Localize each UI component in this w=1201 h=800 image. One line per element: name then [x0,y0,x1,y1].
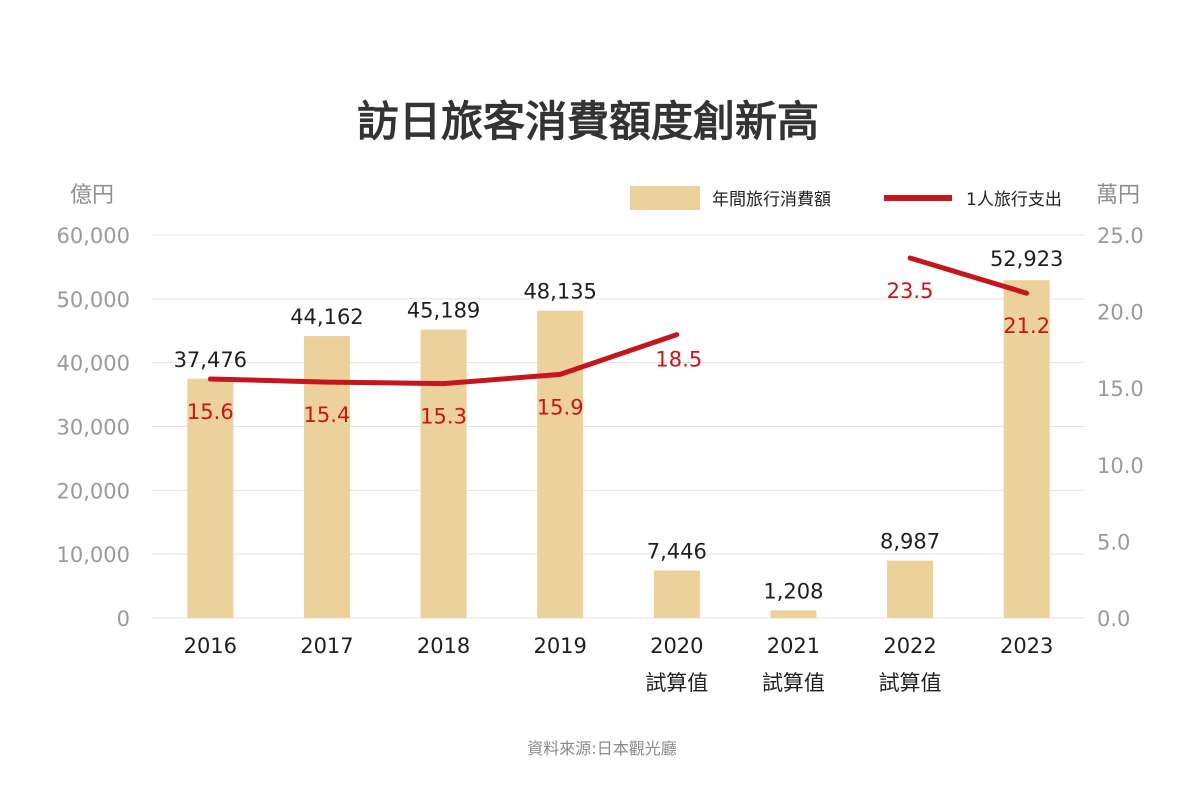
line-value-label: 15.9 [537,395,584,419]
left-tick-label: 10,000 [57,543,130,567]
line-value-label: 21.2 [1003,314,1050,338]
bar-series: 37,476 44,162 45,189 48,135 7,446 1,208 8,987 5… [174,247,1063,618]
gridlines [152,234,1085,619]
line-value-label: 18.5 [655,348,702,372]
x-tick-sublabel: 試算值 [645,671,708,695]
left-tick-label: 60,000 [57,224,130,248]
bar-value-label: 44,162 [290,305,363,329]
bar-value-label: 52,923 [990,247,1063,271]
series-line [207,332,680,387]
right-tick-label: 10.0 [1097,454,1144,478]
bar [420,329,467,618]
left-tick-label: 30,000 [57,416,130,440]
chart-title: 訪日旅客消費額度創新高 [357,97,819,146]
right-tick-label: 20.0 [1097,301,1144,325]
x-tick-label: 2021 [767,634,820,658]
legend-line-label: 1人旅行支出 [966,190,1062,210]
right-axis-unit: 萬円 [1096,183,1140,208]
bar-value-label: 1,208 [763,579,823,603]
line-series: 15.6 15.4 15.3 15.9 18.5 23.5 21.2 [187,255,1050,429]
left-axis-ticks: 0 10,000 20,000 30,000 40,000 50,000 60,000 [57,224,130,631]
bar-value-label: 7,446 [647,539,707,563]
x-tick-label: 2022 [883,634,936,658]
legend-bar-label: 年間旅行消費額 [712,190,831,210]
x-tick-label: 2017 [300,634,353,658]
bar [187,378,234,618]
x-tick-label: 2020 [650,634,703,658]
line-value-label: 23.5 [887,279,934,303]
x-tick-label: 2019 [533,634,586,658]
right-tick-label: 25.0 [1097,224,1144,248]
right-tick-label: 0.0 [1097,607,1130,631]
bar-value-label: 48,135 [523,280,596,304]
source-note: 資料來源:日本觀光廳 [527,739,676,758]
x-tick-sublabel: 試算值 [879,671,942,695]
bar [887,560,934,618]
bar-value-label: 37,476 [174,348,247,372]
right-axis-ticks: 0.0 5.0 10.0 15.0 20.0 25.0 [1097,224,1144,631]
left-tick-label: 40,000 [57,352,130,376]
left-axis-unit: 億円 [70,183,114,208]
x-tick-label: 2018 [417,634,470,658]
left-tick-label: 20,000 [57,479,130,503]
line-value-label: 15.6 [187,400,234,424]
bar [1003,280,1050,618]
x-tick-label: 2016 [184,634,237,658]
right-tick-label: 15.0 [1097,377,1144,401]
x-tick-label: 2023 [1000,634,1053,658]
line-value-label: 15.3 [420,405,467,429]
left-tick-label: 0 [117,607,130,631]
bar-value-label: 8,987 [880,530,940,554]
legend: 年間旅行消費額 1人旅行支出 [630,186,1062,210]
bar [303,336,350,618]
legend-bar-swatch [630,186,700,210]
line-value-label: 15.4 [304,403,351,427]
bar [537,310,584,618]
bar [770,610,817,618]
bar [653,570,700,618]
x-tick-sublabel: 試算值 [762,671,825,695]
x-axis: 2016 2017 2018 2019 2020 試算值 2021 試算值 2022 試算值 202… [184,634,1054,695]
bar-value-label: 45,189 [407,299,480,323]
series-line [907,255,1030,296]
left-tick-label: 50,000 [57,288,130,312]
right-tick-label: 5.0 [1097,530,1130,554]
